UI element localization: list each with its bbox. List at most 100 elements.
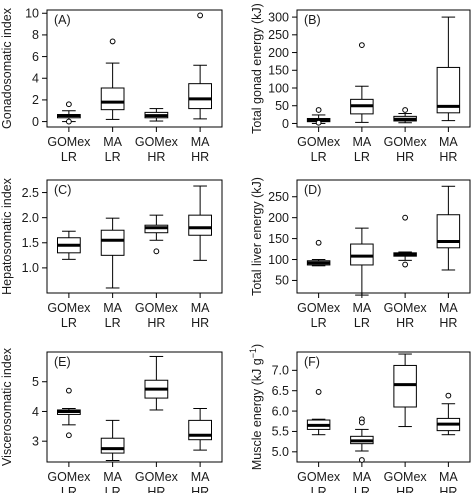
y-axis-title: Total gonad energy (kJ) [250,3,264,134]
x-tick-label-line2: HR [439,150,457,164]
x-tick-label-line2: LR [105,150,121,164]
y-tick-label: 2.0 [22,211,39,225]
x-tick-label-line2: LR [61,485,77,493]
x-tick-label-line2: LR [61,150,77,164]
y-tick-label: 6.5 [272,384,289,398]
x-tick-label-line1: MA [353,301,372,315]
x-tick-label-line2: LR [311,485,327,493]
outlier-point [65,387,72,394]
x-tick-label-line2: HR [396,150,414,164]
box-ma-lr [350,416,374,463]
box-gomex-lr [57,387,81,439]
y-tick-label: 5.0 [272,445,289,459]
panel-b: 0 50 100 150 200 250 300 (B) Total gonad energy … [250,3,471,164]
y-tick-label: 8 [32,28,39,42]
x-tick-label-line2: HR [191,150,209,164]
panel-label: (B) [304,13,321,27]
box-ma-hr [188,407,212,451]
x-tick-label-line1: MA [103,301,122,315]
panel-d: 50 100 150 200 250 (D) Total liver energy (kJ)… [250,177,471,330]
y-tick-label: 2 [32,93,39,107]
outlier-point [402,107,409,113]
y-axis-title: Hepatosomatic index [0,177,14,294]
interquartile-box [188,214,212,236]
y-tick-label: 5.5 [272,425,289,439]
y-axis-title-suffix: ) [250,344,264,348]
box-gomex-hr [393,107,417,124]
x-tick-label-line2: LR [311,150,327,164]
box-ma-hr [436,16,461,122]
outlier-point [109,38,116,45]
x-tick-label-line1: MA [103,135,122,149]
x-tick-label-line2: HR [396,485,414,493]
outlier-point [65,101,72,108]
x-tick-label-line2: HR [191,316,209,330]
x-tick-label-line1: MA [353,470,372,484]
x-tick-label-line1: GOMex [297,301,341,315]
outlier-point [402,214,409,221]
outlier-point [197,12,204,19]
y-tick-label: 50 [275,274,289,288]
y-tick-label: 1.5 [22,236,39,250]
x-tick-label-line1: MA [191,470,210,484]
y-tick-label: 250 [268,28,289,42]
x-tick-label-line2: LR [354,485,370,493]
x-tick-label-line2: LR [61,316,77,330]
y-tick-label: 100 [268,81,289,95]
x-tick-label-line1: MA [191,301,210,315]
x-tick-label-line1: GOMex [384,135,428,149]
x-tick-label-line1: GOMex [47,301,91,315]
x-tick-label-line2: HR [396,316,414,330]
box-gomex-lr [57,230,81,260]
y-tick-label: 200 [268,46,289,60]
x-tick-label-line2: HR [147,316,165,330]
box-ma-hr [188,185,212,261]
box-gomex-lr [57,101,81,125]
y-tick-label: 0 [282,117,289,131]
y-axis-title: Total liver energy (kJ) [250,177,264,296]
interquartile-box [436,66,461,114]
interquartile-box [436,214,461,249]
y-axis-title: Gonadosomatic index [0,7,14,129]
panel-f: 5.0 5.5 6.0 6.5 7.0 (F) Muscle energy (kJ g−1)… [248,344,471,493]
outlier-point [402,261,409,268]
y-axis-title: Muscle energy (kJ g−1) [248,344,264,470]
y-tick-label: 100 [268,253,289,267]
x-tick-label-line1: GOMex [297,470,341,484]
box-ma-lr [350,42,374,123]
outlier-point [65,432,72,439]
y-tick-label: 3 [32,434,39,448]
panel-label: (D) [304,183,321,197]
y-tick-label: 4 [32,405,39,419]
box-gomex-hr [393,353,417,428]
y-tick-label: 2.5 [22,186,39,200]
y-tick-label: 150 [268,64,289,78]
box-gomex-hr [393,214,417,268]
y-tick-label: 10 [25,7,39,21]
box-ma-lr [100,38,125,120]
y-tick-label: 150 [268,232,289,246]
interquartile-box [393,364,417,408]
y-tick-label: 300 [268,10,289,24]
x-tick-label-line1: MA [103,470,122,484]
panel-label: (C) [54,183,71,197]
x-tick-label-line1: MA [439,135,458,149]
x-tick-label-line1: MA [353,135,372,149]
x-tick-label-line2: LR [105,485,121,493]
box-ma-hr [436,185,461,271]
y-axis-title-superscript: −1 [248,348,258,358]
y-tick-label: 6.0 [272,404,289,418]
interquartile-box [100,437,125,454]
outlier-point [315,119,322,126]
box-gomex-hr [144,108,169,122]
x-tick-label-line1: GOMex [135,135,179,149]
box-ma-lr [350,227,374,296]
box-gomex-lr [306,389,331,436]
panel-label: (F) [304,355,320,369]
outlier-point [358,419,365,426]
x-tick-label-line1: GOMex [384,470,428,484]
panel-label: (A) [54,13,71,27]
y-tick-label: 0 [32,115,39,129]
